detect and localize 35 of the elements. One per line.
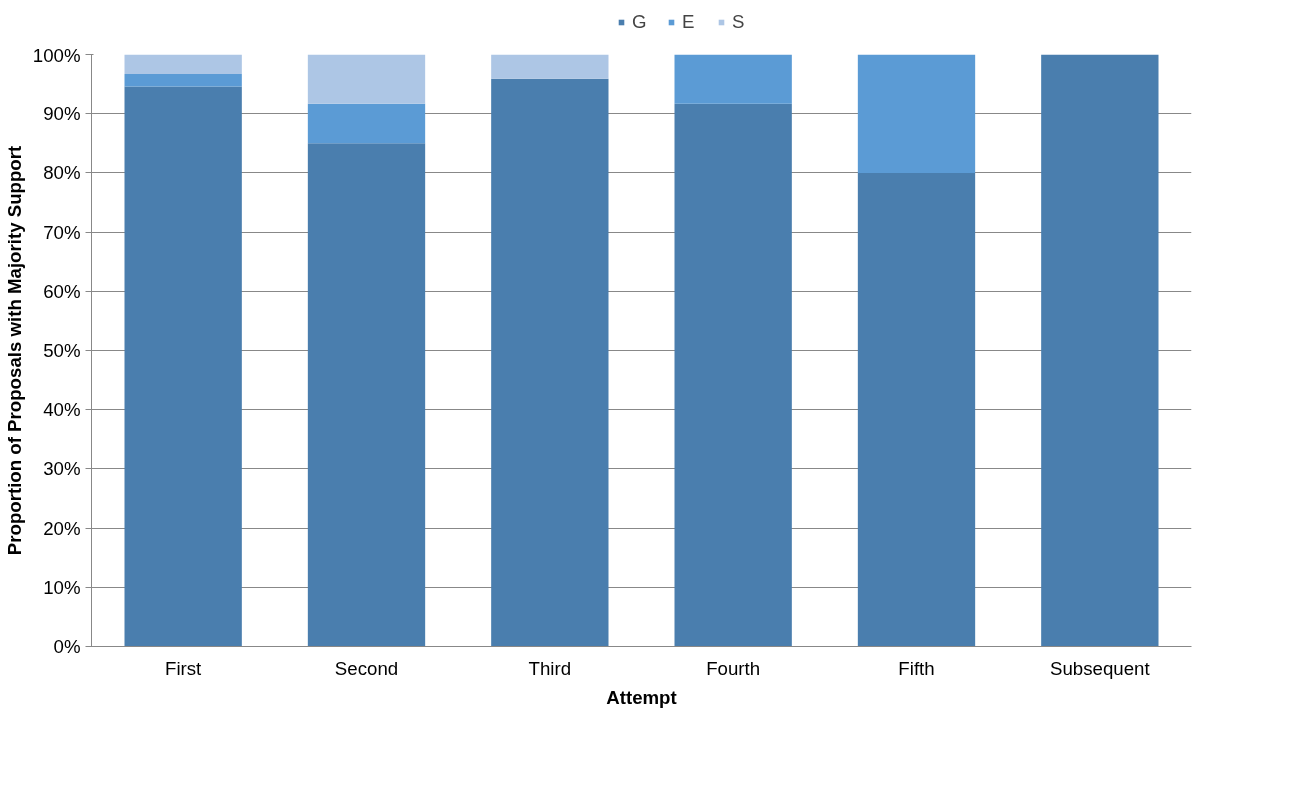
- x-tick-label: Fourth: [706, 657, 761, 679]
- x-tick-label: Third: [528, 657, 572, 679]
- y-axis-title: Proportion of Proposals with Majority Support: [3, 145, 25, 556]
- legend-label: G: [632, 11, 648, 33]
- y-tick-label: 100%: [32, 44, 81, 66]
- y-tick-label: 80%: [43, 162, 81, 184]
- bar: [857, 172, 976, 647]
- x-tick-label: Second: [334, 657, 399, 679]
- bar: [1041, 54, 1159, 647]
- bar: [124, 54, 242, 75]
- y-tick-label: 40%: [43, 399, 81, 421]
- bar: [491, 54, 609, 79]
- x-axis-title: Attempt: [606, 686, 677, 708]
- bar: [307, 54, 426, 104]
- legend-label: S: [732, 11, 746, 33]
- legend-label: E: [682, 11, 696, 33]
- x-tick-label: First: [165, 657, 203, 679]
- y-tick-label: 20%: [43, 517, 81, 539]
- bar: [124, 74, 242, 87]
- y-tick-label: 50%: [43, 340, 81, 361]
- y-tick-label: 10%: [43, 576, 81, 598]
- x-tick-label: Fifth: [898, 657, 935, 679]
- y-tick-label: 30%: [43, 458, 81, 480]
- y-tick-label: 90%: [43, 103, 81, 125]
- x-tick-label: Subsequent: [1050, 657, 1151, 679]
- y-tick-label: 0%: [53, 636, 81, 657]
- y-tick-label: 60%: [43, 280, 81, 302]
- y-tick-label: 70%: [43, 221, 81, 243]
- bar: [491, 78, 609, 647]
- bar: [674, 103, 792, 647]
- bar: [674, 54, 792, 104]
- bar: [307, 143, 426, 647]
- bar: [307, 103, 426, 144]
- bar: [124, 86, 242, 647]
- bar: [857, 54, 976, 173]
